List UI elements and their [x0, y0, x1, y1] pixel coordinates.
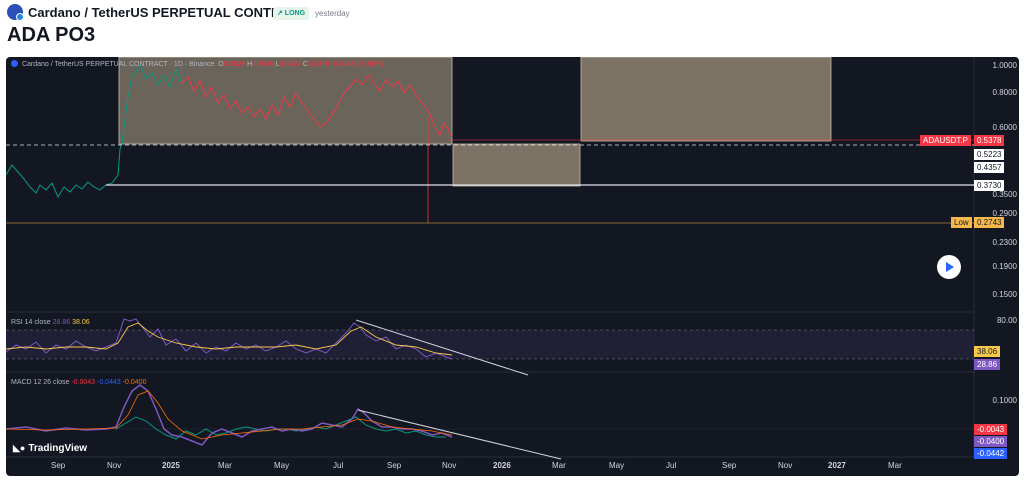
- time-tick: 2026: [493, 461, 511, 470]
- price-tick: 0.1500: [992, 290, 1017, 299]
- rsi-ma-legend-value: 38.06: [72, 319, 90, 326]
- rsi-ma-tag: 38.06: [974, 346, 1001, 357]
- time-tick: 2025: [162, 461, 180, 470]
- macd-line-tag: -0.0442: [974, 448, 1008, 459]
- macd-tick: 0.1000: [992, 396, 1017, 405]
- time-tick: Mar: [552, 461, 566, 470]
- rsi-trendline[interactable]: [355, 319, 529, 376]
- time-tick: Jul: [666, 461, 677, 470]
- time-tick: May: [609, 461, 625, 470]
- time-tick: Sep: [387, 461, 402, 470]
- time-tick: Sep: [722, 461, 737, 470]
- rsi-legend-label: RSI 14 close: [11, 319, 51, 326]
- macd-signal-tag: -0.0400: [974, 436, 1008, 447]
- legend-open: 0.5529: [223, 61, 246, 68]
- macd-legend-hist: -0.0043: [71, 379, 96, 386]
- time-tick: Nov: [107, 461, 122, 470]
- time-tick: 2027: [828, 461, 846, 470]
- macd-legend-label: MACD 12 26 close: [11, 379, 70, 386]
- watermark-text: TradingView: [28, 443, 88, 454]
- main-legend: Cardano / TetherUS PERPETUAL CONTRACT · …: [11, 60, 384, 68]
- price-tick: 1.0000: [992, 61, 1017, 70]
- rsi-band: [6, 330, 974, 359]
- time-tick: Jul: [333, 461, 344, 470]
- legend-open-label: O: [218, 61, 224, 68]
- price-series-mid: [181, 74, 453, 138]
- time-tick: May: [274, 461, 290, 470]
- macd-legend-macd: -0.0443: [97, 379, 121, 386]
- post-header: Cardano / TetherUS PERPETUAL CONTRACT ↗ …: [0, 0, 1024, 58]
- level-tag-3: 0.3730: [974, 180, 1005, 191]
- legend-low-label: L: [275, 61, 280, 68]
- macd-legend: MACD 12 26 close -0.0043 -0.0443 -0.0400: [11, 379, 146, 386]
- price-axis[interactable]: 1.0000 0.8000 0.6000 0.3500 0.2900 0.230…: [974, 57, 1019, 476]
- macd-legend-signal: -0.0400: [122, 379, 147, 386]
- legend-close: 0.5378: [307, 61, 330, 68]
- discount-range-box[interactable]: [452, 143, 581, 187]
- price-tick: 0.3500: [992, 190, 1017, 199]
- time-tick: Mar: [888, 461, 902, 470]
- long-badge: ↗ LONG: [273, 7, 310, 20]
- time-tick: Mar: [218, 461, 232, 470]
- time-tick: Sep: [51, 461, 66, 470]
- symbol-title-link[interactable]: Cardano / TetherUS PERPETUAL CONTRACT: [28, 5, 308, 20]
- rsi-legend-value: 28.86: [52, 319, 71, 326]
- rsi-ma-line: [6, 322, 453, 356]
- signal-line: [6, 390, 453, 440]
- level-tag-1: 0.5223: [974, 149, 1005, 160]
- tether-badge-icon: [16, 13, 24, 21]
- rsi-tick: 80.00: [996, 316, 1017, 325]
- price-series-early: [6, 63, 183, 199]
- symbol-price-label: ADAUSDT.P: [920, 135, 971, 146]
- legend-change: -0.0148 (-2.88%): [331, 61, 384, 68]
- macd-hist-tag: -0.0043: [974, 424, 1008, 435]
- rsi-tag: 28.86: [974, 359, 1001, 370]
- price-tick: 0.2300: [992, 238, 1017, 247]
- tradingview-watermark: ◣● TradingView: [13, 443, 87, 454]
- macd-trendline[interactable]: [357, 409, 562, 460]
- time-tick: Nov: [442, 461, 457, 470]
- low-label: Low: [951, 217, 972, 228]
- macd-line: [6, 384, 453, 446]
- price-tick: 0.6000: [992, 123, 1017, 132]
- idea-title: ADA PO3: [7, 24, 96, 46]
- price-tick: 0.1900: [992, 262, 1017, 271]
- projected-expansion-box[interactable]: [580, 57, 832, 142]
- time-tick: Nov: [778, 461, 793, 470]
- post-timestamp: yesterday: [315, 9, 350, 18]
- low-price-tag: 0.2743: [974, 217, 1005, 228]
- legend-low: 0.5302: [279, 61, 301, 68]
- price-tick: 0.2900: [992, 209, 1017, 218]
- legend-symbol: Cardano / TetherUS PERPETUAL CONTRACT · …: [21, 61, 215, 68]
- symbol-logo-icon: [11, 60, 18, 67]
- rsi-legend: RSI 14 close 28.86 38.06: [11, 319, 90, 326]
- legend-high-label: H: [247, 61, 253, 68]
- price-tick: 0.8000: [992, 88, 1017, 97]
- time-axis[interactable]: Sep Nov 2025 Mar May Jul Sep Nov 2026 Ma…: [6, 457, 974, 476]
- legend-high: 0.5830: [252, 61, 274, 68]
- level-tag-2: 0.4357: [974, 162, 1005, 173]
- chart-panel[interactable]: Cardano / TetherUS PERPETUAL CONTRACT · …: [6, 57, 1019, 476]
- last-price-tag: 0.5378: [974, 135, 1005, 146]
- premium-range-box[interactable]: [118, 57, 453, 145]
- chart-canvas[interactable]: [6, 57, 1019, 476]
- legend-close-label: C: [302, 61, 308, 68]
- play-button[interactable]: [937, 255, 961, 279]
- tradingview-logo-icon: ◣●: [13, 443, 26, 453]
